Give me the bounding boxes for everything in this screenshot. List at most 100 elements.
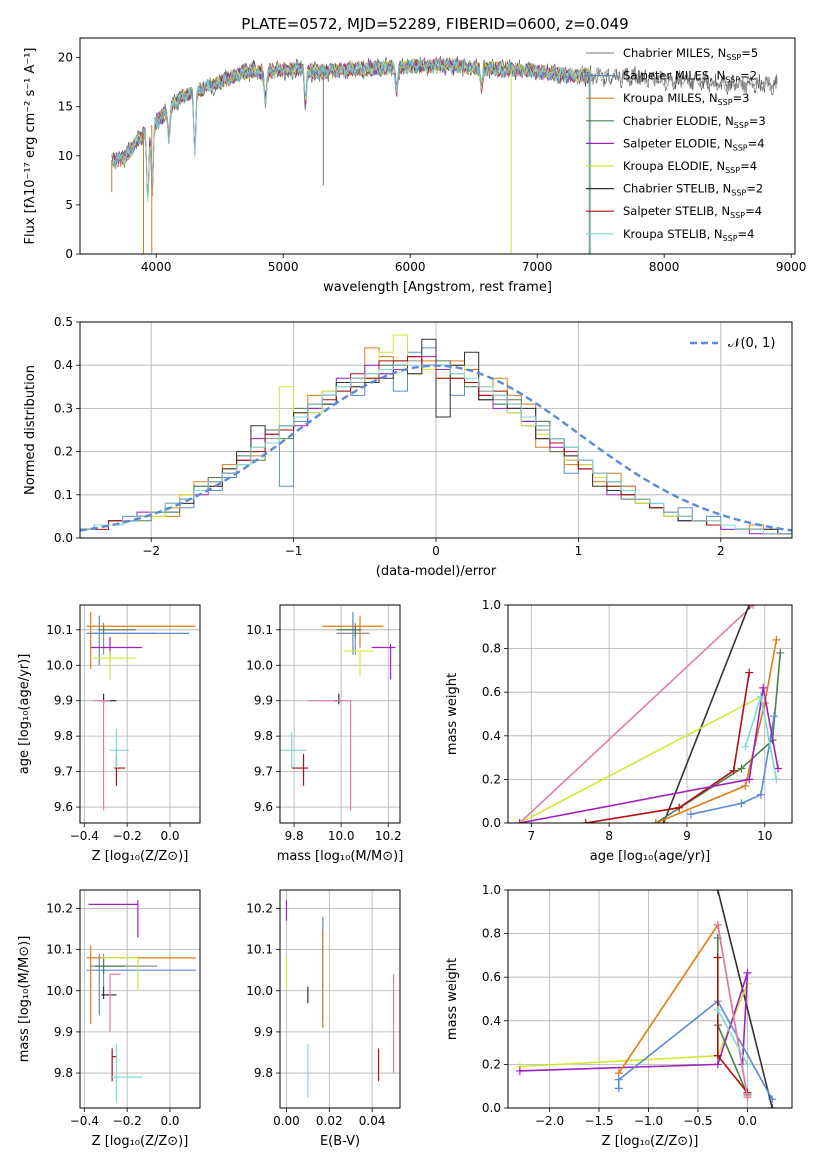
weight-line-salpeter-stelib <box>581 668 754 823</box>
weight-marker <box>745 605 754 609</box>
y-tick-label: 9.9 <box>254 694 273 708</box>
legend-label: Chabrier STELIB, N <box>623 182 731 196</box>
y-tick-label: 0.4 <box>54 358 73 372</box>
errorbar-salpeter-elodie <box>88 900 139 938</box>
weight-marker <box>737 764 746 773</box>
weight-line-salpeter-elodie <box>515 968 752 1075</box>
weight-path <box>655 652 782 823</box>
figure-title: PLATE=0572, MJD=52289, FIBERID=0600, z=0… <box>241 15 628 33</box>
legend-entry: Salpeter STELIB, NSSP=4 <box>623 204 762 220</box>
y-tick-label: 0.2 <box>482 1057 501 1071</box>
errorbar-chabrier-stelib <box>334 693 342 705</box>
x-tick-label: 7000 <box>522 260 553 274</box>
x-tick-label: 0.0 <box>160 829 179 843</box>
spectrum-line-kroupa-miles <box>111 57 591 201</box>
spectrum-line-kroupa-elodie <box>111 57 591 193</box>
axes-frame <box>79 37 796 255</box>
y-tick-label: 9.6 <box>54 800 73 814</box>
y-tick-label: 20 <box>58 51 73 65</box>
legend-suffix: =5 <box>741 46 758 60</box>
y-tick-label: 9.9 <box>54 694 73 708</box>
x-tick-label: −2 <box>142 544 160 558</box>
x-tick-label: 8000 <box>649 260 680 274</box>
x-axis-label: Z [log₁₀(Z/Z⊙)] <box>602 1134 699 1149</box>
weight-path <box>717 1009 749 1065</box>
axes-frame <box>507 889 793 1109</box>
y-tick-label: 9.8 <box>54 729 73 743</box>
errorbar-kroupa-elodie <box>343 650 375 676</box>
weight-marker <box>772 635 781 644</box>
y-tick-label: 0.6 <box>482 685 501 699</box>
y-tick-label: 0.4 <box>482 729 501 743</box>
spectrum-line-salpeter-stelib <box>111 56 591 197</box>
errorbar-kroupa-miles <box>86 612 196 669</box>
weight-marker <box>759 683 768 692</box>
y-tick-label: 0.2 <box>482 772 501 786</box>
spectrum-line-kroupa-stelib <box>111 56 591 204</box>
weight-marker <box>614 1084 623 1093</box>
y-tick-label: 10.0 <box>46 658 73 672</box>
panel-mass-vs-Z: −0.4 −0.2 0.0 9.8 9.9 10.0 10.1 10.2 Z [log₁₀(Z/… <box>17 889 201 1149</box>
legend-label: Salpeter STELIB, N <box>623 204 730 218</box>
y-tick-label: 10.1 <box>46 943 73 957</box>
panel-age-vs-Z: −0.4 −0.2 0.0 9.6 9.7 9.8 9.9 10.0 10.1 Z [log₁₀(… <box>17 604 201 864</box>
y-axis-label: age [log₁₀(age/yr)] <box>17 654 32 775</box>
weight-marker <box>743 1060 752 1069</box>
weight-marker <box>773 764 782 773</box>
x-axis-label: Z [log₁₀(Z/Z⊙)] <box>92 849 189 864</box>
y-tick-label: 0.0 <box>54 531 73 545</box>
errorbar-kroupa-miles <box>86 945 196 1024</box>
plot-area <box>515 890 777 1108</box>
panel-residuals: −2 −1 0 1 2 0.0 0.1 0.2 0.3 0.4 0.5 (data-model)/er… <box>23 315 793 579</box>
y-tick-label: 0.5 <box>54 315 73 329</box>
y-axis-label: mass weight <box>445 673 460 755</box>
legend-subscript: SSP <box>718 98 733 107</box>
legend-subscript: SSP <box>734 121 749 130</box>
axes-frame <box>279 889 401 1109</box>
y-axis-label: Normed distribution <box>23 365 38 495</box>
y-tick-label: 10.1 <box>246 943 273 957</box>
x-axis-label: (data-model)/error <box>376 564 497 579</box>
errorbar-salpeter-elodie <box>371 643 396 680</box>
weight-marker <box>745 775 754 784</box>
legend-entry: Kroupa STELIB, NSSP=4 <box>623 227 754 243</box>
x-axis-label: Z [log₁₀(Z/Z⊙)] <box>92 1134 189 1149</box>
y-tick-label: 0.1 <box>54 488 73 502</box>
legend-entry: Chabrier MILES, NSSP=5 <box>623 46 758 62</box>
y-tick-label: 10.0 <box>246 658 273 672</box>
panel-mass-vs-ebv: 0.00 0.02 0.04 9.8 9.9 10.0 10.1 10.2 E(B-V) <box>246 889 401 1149</box>
errorbar-chabrier-elodie <box>99 626 136 634</box>
y-tick-label: 9.8 <box>254 729 273 743</box>
weight-marker <box>768 1095 777 1104</box>
axes-frame <box>279 604 401 824</box>
x-tick-label: 0.0 <box>738 1114 757 1128</box>
x-tick-label: 9000 <box>776 260 807 274</box>
y-tick-label: 0.3 <box>54 401 73 415</box>
errorbar-kroupa-stelib <box>110 1044 143 1102</box>
errorbar-chabrier-elodie <box>95 957 125 975</box>
y-tick-label: 10 <box>58 149 73 163</box>
weight-marker <box>776 648 785 657</box>
axes-frame <box>79 604 201 824</box>
weight-marker <box>713 920 722 929</box>
legend-suffix: =4 <box>740 159 757 173</box>
plot-area <box>86 612 196 811</box>
weight-marker <box>713 1060 722 1069</box>
errorbar-salpeter-stelib <box>291 753 309 786</box>
legend-label: Kroupa STELIB, N <box>623 227 723 241</box>
y-tick-label: 0.8 <box>482 927 501 941</box>
y-axis-label: Flux [fλ10⁻¹⁷ erg cm⁻² s⁻¹ A⁻¹] <box>23 48 38 245</box>
weight-path <box>585 672 750 823</box>
y-tick-label: 10.2 <box>246 902 273 916</box>
errorbar-pink <box>92 700 110 811</box>
x-tick-label: 0.0 <box>160 1114 179 1128</box>
y-tick-label: 0.8 <box>482 642 501 656</box>
x-tick-label: 0.00 <box>273 1114 300 1128</box>
weight-path <box>717 924 749 1098</box>
plot-area <box>111 55 778 254</box>
legend-label: Kroupa MILES, N <box>623 91 718 105</box>
weight-marker <box>614 1075 623 1084</box>
x-tick-label: −0.4 <box>70 1114 99 1128</box>
weight-marker <box>686 810 695 819</box>
